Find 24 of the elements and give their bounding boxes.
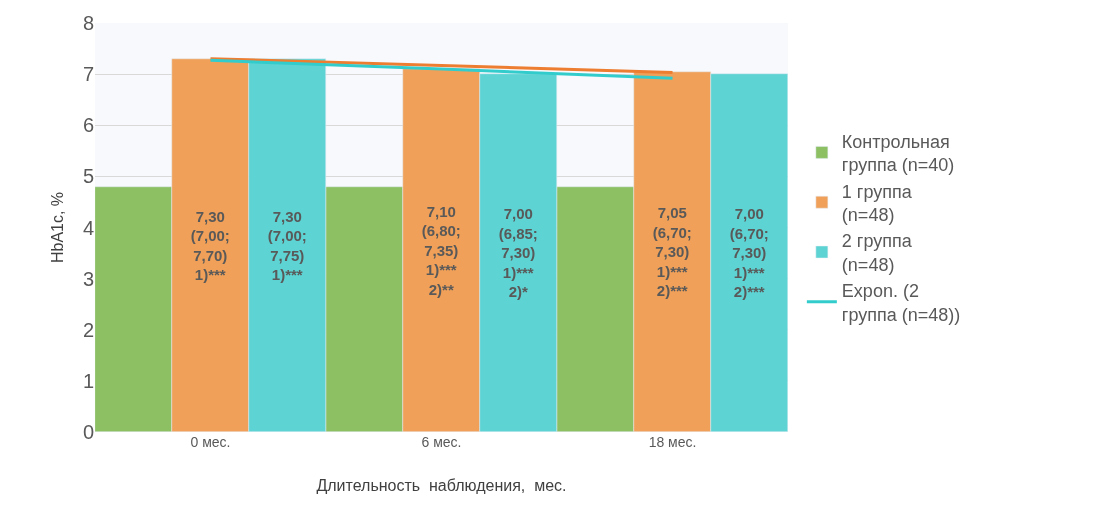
y-tick-label: 0 bbox=[82, 421, 94, 443]
data-label: 7,30 (7,00; 7,75) 1)*** bbox=[267, 207, 307, 283]
x-axis-title: Длительность наблюдения, мес. bbox=[316, 476, 567, 494]
x-tick-label: 18 мес. bbox=[648, 434, 697, 450]
y-tick-label: 3 bbox=[82, 267, 94, 290]
legend-label: Контрольная группа (n=40) bbox=[841, 131, 955, 176]
text: 7,05 (6,70; 7,30) 1)*** 2)*** bbox=[652, 204, 692, 300]
y-axis-title: HbA1c, % bbox=[48, 191, 66, 264]
text: 7,10 (6,80; 7,35) 1)*** 2)** bbox=[421, 202, 461, 298]
x-tick-label: 6 мес. bbox=[421, 434, 462, 450]
legend-label: 2 группа (n=48) bbox=[841, 231, 913, 275]
y-tick-label: 7 bbox=[82, 63, 94, 86]
y-tick-label: 1 bbox=[82, 369, 94, 392]
text: 7,00 (6,70; 7,30) 1)*** 2)*** bbox=[729, 205, 769, 301]
data-label: 7,30 (7,00; 7,70) 1)*** bbox=[190, 207, 230, 283]
y-tick-label: 2 bbox=[82, 318, 94, 341]
y-tick-label: 4 bbox=[82, 216, 94, 239]
legend-label: 1 группа (n=48) bbox=[841, 181, 913, 225]
data-label: 7,00 (6,85; 7,30) 1)*** 2)* bbox=[498, 205, 538, 301]
y-tick-label: 6 bbox=[82, 114, 94, 137]
y-tick-label: 5 bbox=[82, 165, 94, 188]
legend-label: Expon. (2 группа (n=48)) bbox=[841, 281, 961, 325]
y-tick-label: 8 bbox=[82, 12, 94, 34]
x-tick-label: 0 мес. bbox=[190, 434, 231, 450]
